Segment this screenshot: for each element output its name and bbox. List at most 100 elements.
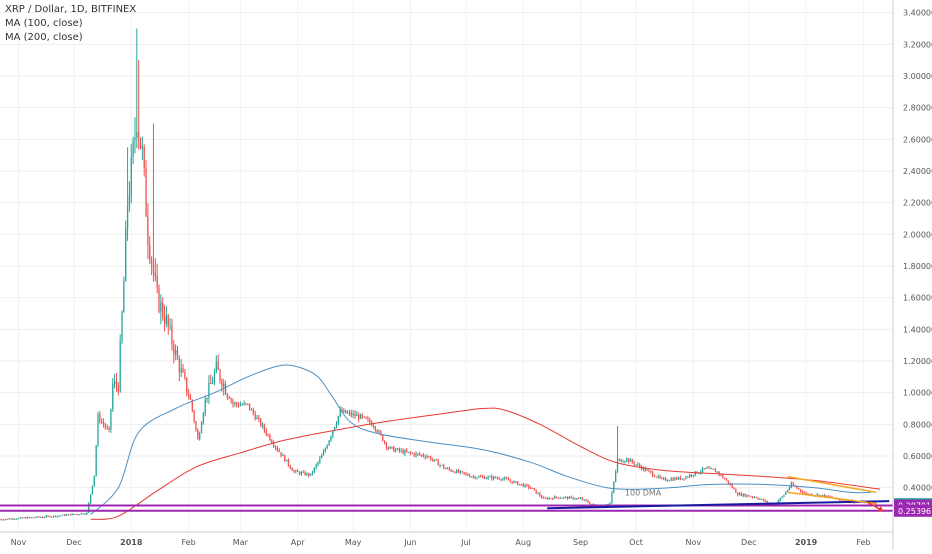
- candle-body: [136, 131, 138, 138]
- candle-body: [106, 427, 108, 429]
- candle-body: [642, 467, 645, 470]
- candle-body: [663, 478, 665, 480]
- candle-body: [369, 419, 371, 423]
- candle-body: [731, 484, 733, 488]
- candle-body: [113, 381, 116, 384]
- candle-body: [411, 453, 413, 455]
- candle-body: [509, 480, 511, 482]
- candle-body: [552, 498, 554, 500]
- candle-body: [415, 453, 417, 456]
- candle-body: [30, 517, 33, 519]
- candle-body: [215, 361, 217, 373]
- candle-body: [554, 496, 556, 499]
- candle-body: [465, 473, 467, 475]
- y-tick-label: 1.00000: [903, 389, 932, 398]
- x-tick-label: Nov: [11, 538, 27, 547]
- candle-body: [457, 470, 460, 473]
- candle-body: [359, 414, 362, 419]
- candle-body: [664, 478, 667, 481]
- candle-body: [762, 499, 765, 501]
- candle-body: [132, 140, 134, 158]
- candle-body: [252, 409, 254, 414]
- candle-body: [781, 496, 783, 499]
- candle-body: [441, 464, 443, 466]
- candle-body: [224, 383, 227, 395]
- candle-body: [193, 410, 195, 422]
- candle-body: [609, 503, 611, 505]
- candle-body: [677, 477, 680, 480]
- candle-body: [825, 495, 828, 498]
- candle-body: [141, 146, 144, 149]
- candle-body: [295, 470, 297, 472]
- candle-body: [300, 472, 303, 475]
- candle-body: [679, 477, 682, 480]
- candle-body: [746, 495, 748, 497]
- candle-body: [248, 403, 251, 410]
- candle-body: [792, 483, 794, 486]
- candle-body: [631, 459, 633, 463]
- candle-body: [444, 468, 447, 470]
- candle-body: [147, 216, 149, 245]
- candle-body: [171, 325, 173, 345]
- candle-body: [786, 489, 789, 493]
- candle-body: [73, 513, 75, 515]
- candle-body: [376, 430, 378, 433]
- candle-body: [280, 452, 282, 456]
- candle-body: [807, 493, 809, 495]
- candle-body: [260, 418, 262, 426]
- candle-body: [36, 516, 38, 518]
- candle-body: [803, 492, 805, 494]
- candle-body: [69, 514, 71, 516]
- candle-body: [611, 491, 613, 504]
- y-tick-label: 2.80000: [903, 104, 932, 113]
- candle-body: [393, 446, 395, 452]
- candle-body: [0, 519, 1, 521]
- candle-body: [221, 380, 223, 388]
- candle-body: [302, 471, 304, 473]
- x-tick-label: Feb: [856, 538, 870, 547]
- candle-body: [875, 503, 878, 505]
- candle-body: [348, 412, 351, 414]
- candle-body: [517, 481, 519, 485]
- candle-body: [119, 341, 121, 392]
- candle-body: [158, 287, 160, 312]
- candle-body: [846, 500, 848, 502]
- candle-body: [711, 468, 713, 470]
- candle-body: [86, 512, 88, 515]
- candle-body: [383, 441, 386, 443]
- candle-body: [52, 515, 55, 517]
- candle-body: [430, 456, 432, 460]
- candle-body: [191, 399, 193, 411]
- candle-body: [522, 484, 524, 487]
- candle-body: [162, 302, 164, 317]
- candle-body: [498, 478, 500, 480]
- candle-body: [324, 448, 327, 452]
- candle-body: [542, 497, 545, 499]
- candle-body: [761, 498, 763, 500]
- candle-body: [49, 516, 51, 518]
- candle-body: [84, 514, 86, 516]
- candle-body: [25, 517, 27, 519]
- candle-body: [160, 302, 162, 312]
- candle-body: [751, 496, 754, 498]
- candle-body: [799, 489, 802, 492]
- candle-body: [755, 497, 757, 499]
- candle-body: [467, 473, 469, 476]
- candle-body: [108, 428, 110, 430]
- candle-body: [149, 244, 151, 260]
- candle-body: [77, 514, 79, 516]
- candle-body: [652, 472, 654, 476]
- candle-body: [653, 475, 656, 477]
- candle-body: [91, 485, 94, 495]
- candle-body: [583, 499, 585, 501]
- candle-body: [308, 473, 310, 476]
- candle-body: [668, 480, 670, 482]
- candle-body: [456, 470, 458, 474]
- candle-body: [150, 259, 153, 264]
